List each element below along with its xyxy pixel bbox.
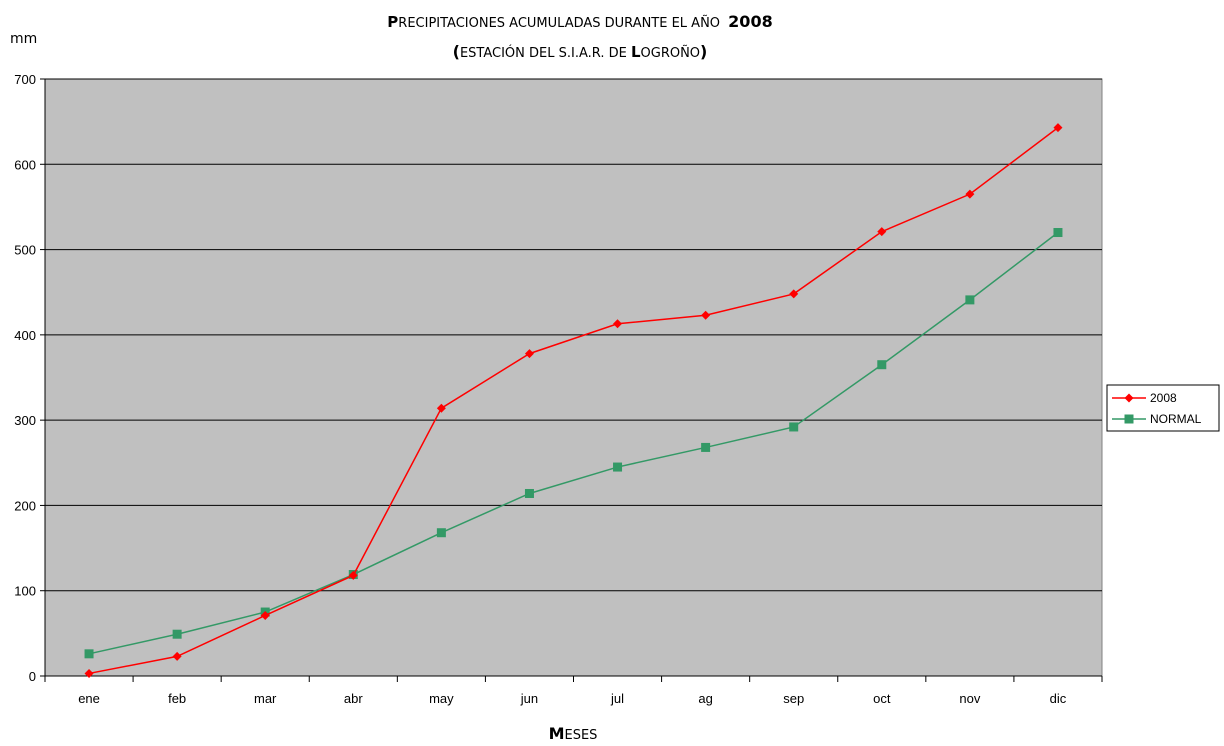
x-tick-label: mar bbox=[254, 691, 277, 706]
series-group bbox=[84, 123, 1063, 678]
data-point bbox=[701, 442, 711, 452]
data-point bbox=[172, 651, 182, 661]
x-tick-label: jun bbox=[520, 691, 538, 706]
title2-text2: OGROÑO bbox=[641, 45, 701, 61]
data-point bbox=[1053, 123, 1063, 133]
plot-area bbox=[44, 78, 1103, 677]
data-point bbox=[524, 349, 534, 359]
data-point bbox=[965, 295, 975, 305]
x-tick-label: nov bbox=[959, 691, 980, 706]
title2-L: L bbox=[631, 43, 641, 61]
x-tick-label: oct bbox=[873, 691, 891, 706]
y-tick-label: 700 bbox=[14, 72, 36, 87]
data-point bbox=[84, 649, 94, 659]
x-tick-label: sep bbox=[783, 691, 804, 706]
data-point bbox=[348, 570, 358, 580]
y-tick-label: 300 bbox=[14, 413, 36, 428]
x-tick-label: ene bbox=[78, 691, 100, 706]
data-point bbox=[436, 403, 446, 413]
data-point bbox=[701, 310, 711, 320]
gridlines bbox=[45, 78, 1102, 592]
chart-title-line2: (ESTACIÓN DEL S.I.A.R. DE LOGROÑO) bbox=[453, 42, 708, 61]
y-axis-label: mm bbox=[10, 31, 37, 47]
y-tick-label: 400 bbox=[14, 328, 36, 343]
x-title-rest: ESES bbox=[564, 728, 597, 743]
series-2008 bbox=[84, 123, 1063, 678]
x-tick-label: dic bbox=[1050, 691, 1067, 706]
legend: 2008 NORMAL bbox=[1106, 384, 1220, 432]
data-point bbox=[172, 629, 182, 639]
series-line-normal bbox=[88, 231, 1059, 655]
y-tick-label: 500 bbox=[14, 243, 36, 258]
legend-label: 2008 bbox=[1150, 391, 1177, 405]
title-text: RECIPITACIONES ACUMULADAS DURANTE EL AÑO bbox=[398, 15, 724, 31]
y-tick-label: 0 bbox=[29, 669, 36, 684]
data-point bbox=[965, 189, 975, 199]
y-tick-labels: 0 100 200 300 400 500 600 700 bbox=[14, 72, 45, 684]
title2-open: ( bbox=[453, 42, 460, 61]
legend-label: NORMAL bbox=[1150, 412, 1202, 426]
x-tick-label: jul bbox=[610, 691, 624, 706]
data-point bbox=[436, 528, 446, 538]
x-tick-label: feb bbox=[168, 691, 186, 706]
y-tick-label: 600 bbox=[14, 157, 36, 172]
data-point bbox=[84, 668, 94, 678]
x-tick-label: ag bbox=[698, 691, 712, 706]
title2-text1: ESTACIÓN DEL S.I.A.R. DE bbox=[460, 45, 631, 61]
legend-marker bbox=[1124, 414, 1134, 424]
y-tick-label: 200 bbox=[14, 498, 36, 513]
data-point bbox=[613, 319, 623, 329]
x-axis-title: MESES bbox=[549, 724, 598, 743]
x-tick-labels: ene feb mar abr may jun jul ag sep oct nov dic bbox=[44, 676, 1103, 706]
chart-title-line1: PRECIPITACIONES ACUMULADAS DURANTE EL AÑ… bbox=[387, 12, 772, 31]
data-point bbox=[877, 227, 887, 237]
x-tick-label: abr bbox=[344, 691, 363, 706]
title2-close: ) bbox=[700, 42, 707, 61]
x-title-lead: M bbox=[549, 724, 565, 743]
y-tick-label: 100 bbox=[14, 584, 36, 599]
title-lead-letter: P bbox=[387, 13, 398, 31]
data-point bbox=[789, 289, 799, 299]
data-point bbox=[1053, 228, 1063, 238]
data-point bbox=[260, 610, 270, 620]
legend-marker bbox=[1124, 393, 1134, 403]
data-point bbox=[524, 488, 534, 498]
data-point bbox=[877, 360, 887, 370]
data-point bbox=[789, 422, 799, 432]
data-point bbox=[613, 462, 623, 472]
series-line-2008 bbox=[88, 127, 1059, 675]
title-year: 2008 bbox=[728, 12, 773, 31]
x-tick-label: may bbox=[429, 691, 454, 706]
